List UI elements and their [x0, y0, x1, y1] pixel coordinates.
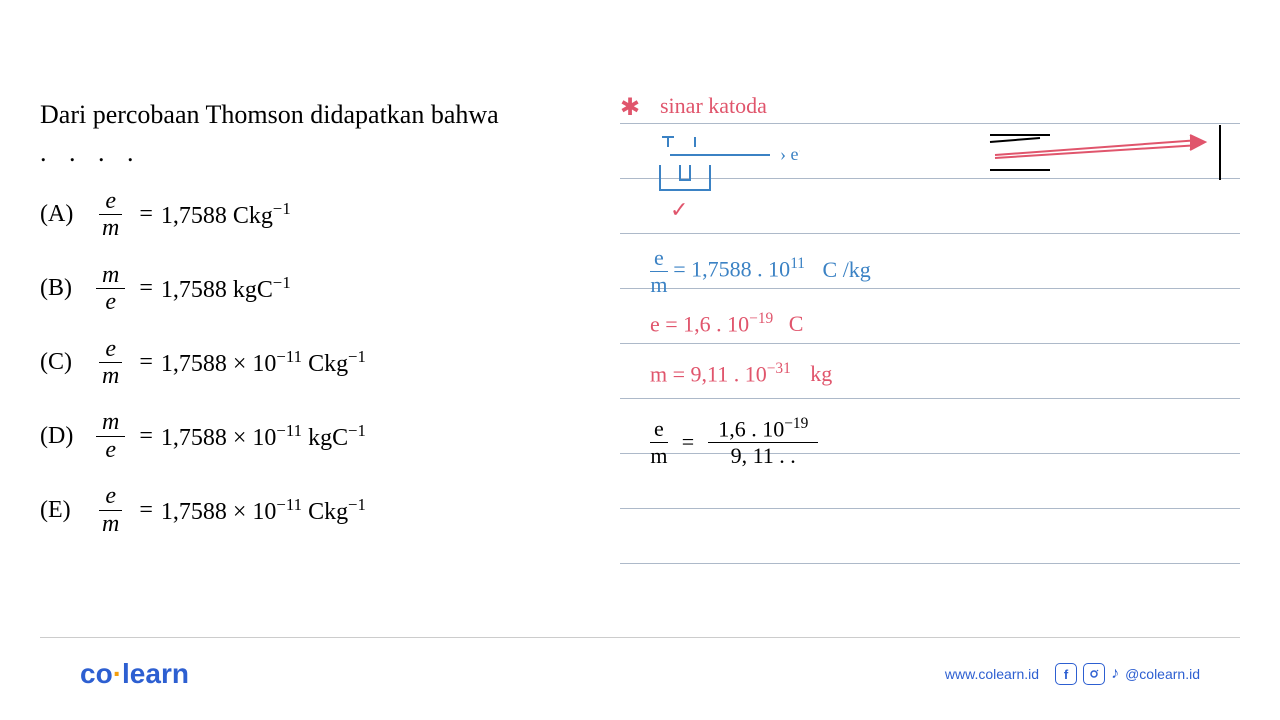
brand-logo: co·learn: [80, 658, 189, 690]
em-calculation: e m = 1,6 . 10−19 9, 11 . .: [650, 415, 818, 469]
ruled-line: [620, 563, 1240, 564]
content-area: Dari percobaan Thomson didapatkan bahwa …: [0, 0, 1280, 537]
options-list: (A) e m = 1,7588 Ckg−1 (B) m e = 1,7588 …: [40, 188, 1240, 537]
check-icon: ✓: [670, 197, 688, 223]
fraction: e m: [96, 188, 125, 242]
fraction: e m: [96, 483, 125, 537]
fraction: e m: [96, 336, 125, 390]
ruled-line: [620, 233, 1240, 234]
facebook-icon: f: [1055, 663, 1077, 685]
option-label: (D): [40, 423, 90, 450]
footer-right: www.colearn.id f ♪ @colearn.id: [945, 663, 1200, 685]
footer: co·learn www.colearn.id f ♪ @colearn.id: [40, 637, 1240, 690]
option-label: (B): [40, 275, 90, 302]
option-value: 1,7588 kgC−1: [161, 273, 291, 304]
ruled-line: [620, 343, 1240, 344]
deflection-sketch: [980, 120, 1240, 200]
social-handle: @colearn.id: [1125, 666, 1200, 682]
social-icons: f ♪ @colearn.id: [1055, 663, 1200, 685]
option-label: (E): [40, 497, 90, 524]
instagram-icon: [1083, 663, 1105, 685]
footer-url: www.colearn.id: [945, 666, 1039, 682]
ruled-line: [620, 398, 1240, 399]
option-label: (C): [40, 349, 90, 376]
option-label: (A): [40, 201, 90, 228]
cathode-tube-sketch: › e⁻: [640, 125, 800, 215]
strike-symbol: ✱: [620, 93, 640, 122]
tiktok-icon: ♪: [1111, 665, 1119, 683]
option-d: (D) m e = 1,7588 × 10−11 kgC−1: [40, 409, 1240, 463]
electron-charge: e = 1,6 . 10−19 C: [650, 310, 803, 337]
option-value: 1,7588 × 10−11 Ckg−1: [161, 347, 366, 378]
electron-mass: m = 9,11 . 10−31 kg: [650, 360, 832, 387]
option-value: 1,7588 × 10−11 Ckg−1: [161, 495, 366, 526]
ruled-line: [620, 508, 1240, 509]
sinar-katoda-label: sinar katoda: [660, 93, 767, 119]
em-ratio-formula: e m = 1,7588 . 1011 C /kg: [650, 245, 871, 298]
option-value: 1,7588 × 10−11 kgC−1: [161, 421, 366, 452]
fraction: m e: [96, 409, 125, 463]
svg-text:› e⁻: › e⁻: [780, 144, 800, 164]
option-e: (E) e m = 1,7588 × 10−11 Ckg−1: [40, 483, 1240, 537]
option-value: 1,7588 Ckg−1: [161, 199, 291, 230]
fraction: m e: [96, 262, 125, 316]
